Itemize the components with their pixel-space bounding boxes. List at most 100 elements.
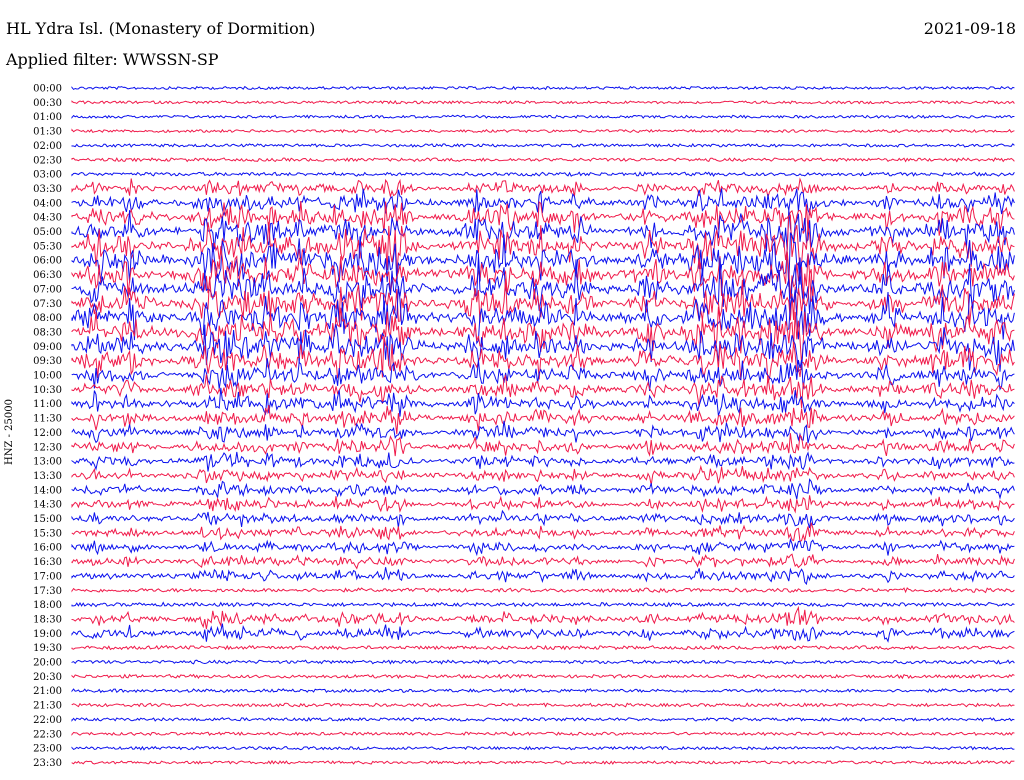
time-tick-label: 04:30: [33, 213, 62, 224]
time-tick-label: 04:00: [33, 198, 62, 209]
trace-row-1030: [71, 374, 1015, 409]
trace-row-0730: [71, 271, 1015, 325]
date-label: 2021-09-18: [923, 19, 1016, 38]
trace-row-0130: [71, 128, 1015, 134]
time-tick-label: 14:30: [33, 500, 62, 511]
trace-row-1600: [71, 537, 1015, 557]
trace-row-2130: [71, 702, 1015, 708]
time-tick-label: 18:00: [33, 600, 62, 611]
time-tick-label: 07:30: [33, 299, 62, 310]
trace-row-1730: [71, 587, 1015, 594]
trace-row-0830: [71, 306, 1015, 366]
time-tick-label: 08:30: [33, 327, 62, 338]
trace-row-1430: [71, 495, 1015, 514]
time-tick-label: 21:00: [33, 686, 62, 697]
trace-row-2200: [71, 716, 1015, 722]
time-tick-label: 05:30: [33, 241, 62, 252]
trace-row-1630: [71, 553, 1015, 570]
trace-row-2100: [71, 688, 1015, 694]
trace-row-1900: [71, 623, 1015, 643]
traces-group: [71, 85, 1015, 765]
time-tick-label: 12:30: [33, 442, 62, 453]
time-tick-label: 03:30: [33, 184, 62, 195]
trace-row-2300: [71, 745, 1015, 751]
trace-row-0600: [71, 231, 1015, 287]
trace-row-1130: [71, 404, 1015, 435]
trace-row-0630: [71, 246, 1015, 302]
trace-row-0030: [71, 100, 1015, 105]
trace-row-0330: [71, 177, 1015, 199]
time-tick-label: 16:00: [33, 543, 62, 554]
trace-row-0800: [71, 285, 1015, 345]
time-tick-label: 02:00: [33, 141, 62, 152]
time-tick-label: 05:00: [33, 227, 62, 238]
time-tick-label: 17:30: [33, 586, 62, 597]
time-tick-label: 03:00: [33, 170, 62, 181]
trace-row-1700: [71, 567, 1015, 586]
time-tick-label: 06:00: [33, 256, 62, 267]
trace-row-0500: [71, 209, 1015, 254]
trace-row-2230: [71, 731, 1015, 737]
time-tick-label: 22:30: [33, 729, 62, 740]
time-tick-label: 18:30: [33, 614, 62, 625]
time-tick-label: 13:00: [33, 457, 62, 468]
tick-labels-group: 00:00 00:30 01:00 01:30 02:00 02:30 03:00 03:30…: [33, 84, 62, 769]
time-tick-label: 00:30: [33, 98, 62, 109]
time-tick-label: 01:30: [33, 127, 62, 138]
trace-row-1230: [71, 433, 1015, 457]
time-tick-label: 02:30: [33, 155, 62, 166]
trace-row-1800: [71, 601, 1015, 608]
trace-row-2000: [71, 659, 1015, 665]
trace-row-0430: [71, 200, 1015, 236]
time-tick-label: 21:30: [33, 701, 62, 712]
time-tick-label: 19:00: [33, 629, 62, 640]
time-tick-label: 12:00: [33, 428, 62, 439]
station-title: HL Ydra Isl. (Monastery of Dormition): [6, 19, 316, 38]
trace-row-1530: [71, 522, 1015, 543]
trace-row-0230: [71, 157, 1015, 163]
time-tick-label: 06:30: [33, 270, 62, 281]
time-tick-label: 19:30: [33, 643, 62, 654]
trace-row-0700: [71, 256, 1015, 319]
time-tick-label: 23:00: [33, 744, 62, 755]
trace-row-0900: [71, 324, 1015, 373]
trace-row-1100: [71, 387, 1015, 417]
time-tick-label: 00:00: [33, 84, 62, 95]
time-tick-label: 20:00: [33, 658, 62, 669]
time-tick-label: 15:30: [33, 528, 62, 539]
trace-row-0000: [71, 85, 1015, 91]
time-tick-label: 14:00: [33, 485, 62, 496]
trace-row-1400: [71, 478, 1015, 500]
trace-row-1000: [71, 358, 1015, 392]
trace-row-1200: [71, 420, 1015, 444]
time-tick-label: 01:00: [33, 112, 62, 123]
filter-label: Applied filter: WWSSN-SP: [6, 50, 219, 69]
trace-row-1830: [71, 605, 1015, 630]
time-tick-label: 08:00: [33, 313, 62, 324]
time-tick-label: 11:00: [33, 399, 62, 410]
trace-row-1300: [71, 451, 1015, 472]
time-tick-label: 16:30: [33, 557, 62, 568]
time-tick-label: 23:30: [33, 758, 62, 769]
time-tick-label: 10:30: [33, 385, 62, 396]
trace-row-0300: [71, 171, 1015, 177]
trace-row-1330: [71, 464, 1015, 486]
time-tick-label: 09:00: [33, 342, 62, 353]
time-tick-label: 07:00: [33, 284, 62, 295]
time-tick-label: 17:00: [33, 571, 62, 582]
time-tick-label: 20:30: [33, 672, 62, 683]
trace-row-0200: [71, 142, 1015, 148]
time-tick-label: 10:00: [33, 371, 62, 382]
trace-row-2330: [71, 759, 1015, 765]
time-tick-label: 09:30: [33, 356, 62, 367]
trace-row-1500: [71, 509, 1015, 529]
trace-row-1930: [71, 644, 1015, 651]
time-tick-label: 13:30: [33, 471, 62, 482]
trace-row-0100: [71, 114, 1015, 119]
time-tick-label: 11:30: [33, 414, 62, 425]
trace-row-0930: [71, 336, 1015, 384]
trace-row-2030: [71, 673, 1015, 680]
time-tick-label: 15:00: [33, 514, 62, 525]
time-tick-label: 22:00: [33, 715, 62, 726]
